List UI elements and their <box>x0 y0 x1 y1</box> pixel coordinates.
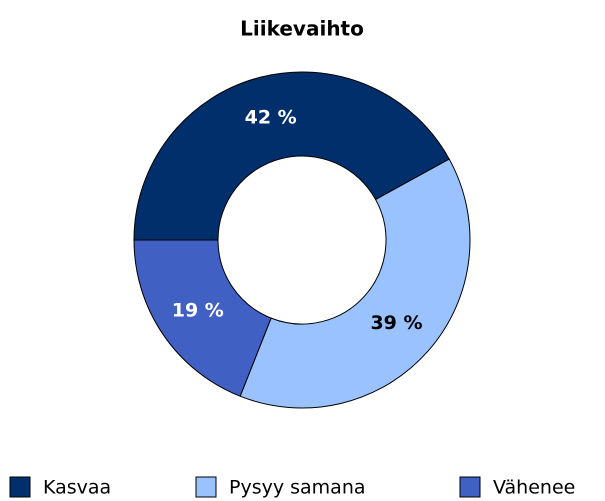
donut-slice <box>133 71 450 241</box>
data-label: 19 % <box>172 299 224 321</box>
legend-swatch <box>459 476 481 498</box>
legend-swatch <box>9 476 31 498</box>
donut-slice <box>133 239 272 397</box>
legend-label: Kasvaa <box>43 477 111 499</box>
legend-swatch <box>195 476 217 498</box>
data-label: 39 % <box>370 312 422 334</box>
legend-label: Pysyy samana <box>229 477 366 499</box>
chart-title: Liikevaihto <box>240 17 364 41</box>
legend-label: Vähenee <box>493 477 575 499</box>
data-label: 42 % <box>245 106 297 128</box>
donut-slice <box>239 158 471 409</box>
